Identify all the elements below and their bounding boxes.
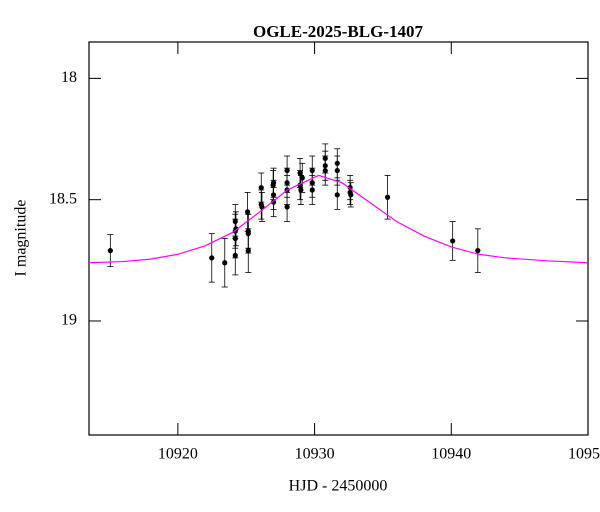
data-point [309,187,315,193]
model-curve [88,174,589,264]
data-point [259,204,265,210]
x-tick-label: 10930 [295,446,335,463]
chart-title: OGLE-2025-BLG-1407 [253,22,424,41]
data-point [222,260,228,266]
data-point [270,192,277,198]
y-tick-label: 18.5 [49,190,77,207]
data-point [334,167,340,174]
data-point [322,167,328,174]
y-tick-label: 19 [61,312,77,329]
data-point [245,248,251,254]
data-point [258,184,264,191]
data-point [244,209,251,215]
x-tick-label: 10920 [158,446,198,463]
data-point [298,187,304,193]
y-tick-label: 18 [61,69,77,86]
data-point [299,175,305,181]
plot-frame [88,41,589,436]
x-axis-label: HJD - 2450000 [289,478,388,495]
y-axis-label: I magnitude [13,200,30,277]
data-point [232,252,238,259]
data-point [348,192,354,198]
data-point [384,194,391,200]
data-point [450,238,456,244]
data-point [107,248,113,254]
data-point [334,192,340,198]
data-point [284,204,290,210]
x-tick-label: 10940 [431,446,471,463]
data-point [475,248,481,254]
data-point [209,255,215,261]
x-tick-label: 10950 [568,446,600,463]
